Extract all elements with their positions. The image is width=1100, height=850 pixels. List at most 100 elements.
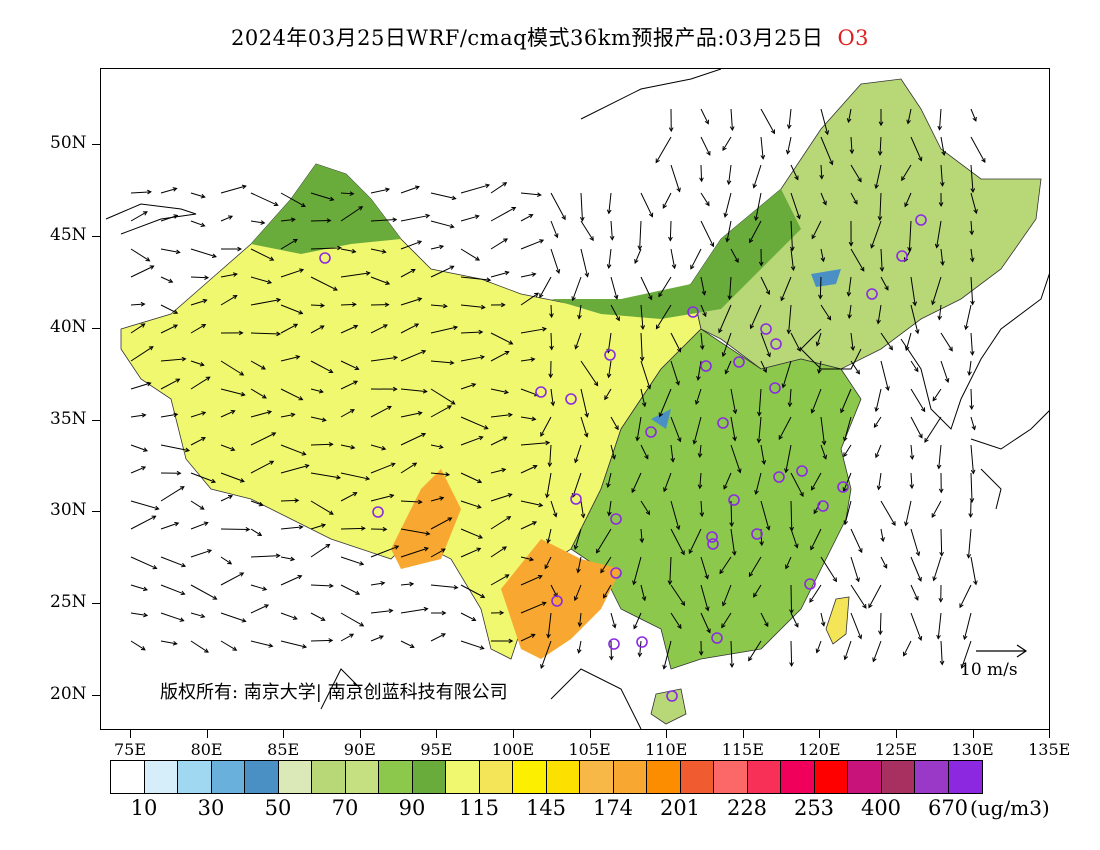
wind-arrowhead	[858, 548, 863, 554]
wind-arrowhead	[425, 531, 431, 536]
wind-arrowhead	[445, 472, 451, 477]
wind-arrow	[160, 640, 177, 645]
wind-arrowhead	[358, 206, 364, 211]
city-marker	[687, 306, 699, 318]
wind-arrow	[400, 583, 414, 586]
wind-arrowhead	[944, 377, 950, 383]
wind-arrow	[760, 500, 770, 530]
colorbar-swatch	[948, 761, 982, 793]
wind-arrowhead	[794, 543, 799, 549]
wind-arrowhead	[932, 576, 937, 582]
wind-arrowhead	[709, 242, 715, 248]
wind-arrowhead	[392, 217, 398, 223]
wind-arrow	[280, 575, 302, 586]
wind-arrowhead	[212, 595, 218, 600]
wind-arrowhead	[874, 184, 879, 190]
wind-arrow	[580, 500, 585, 518]
wind-arrow	[670, 528, 685, 555]
wind-arrow	[963, 612, 972, 640]
wind-arrow	[340, 380, 358, 390]
wind-arrowhead	[847, 314, 852, 320]
wind-arrowhead	[477, 478, 483, 484]
ozone-field-map	[105, 69, 1049, 729]
wind-arrowhead	[677, 437, 682, 443]
wind-arrowhead	[576, 568, 581, 574]
wind-arrowhead	[885, 386, 890, 392]
wind-arrowhead	[301, 451, 307, 456]
wind-arrow	[811, 472, 822, 491]
wind-arrowhead	[502, 182, 508, 187]
wind-arrowhead	[321, 417, 327, 422]
wind-arrow	[880, 528, 884, 542]
wind-arrow	[755, 472, 762, 495]
wind-arrow	[968, 360, 972, 376]
wind-arrowhead	[600, 568, 605, 574]
wind-arrowhead	[185, 447, 191, 453]
unit-label: (ug/m3)	[970, 796, 1050, 820]
latitude-label: 30N	[50, 500, 87, 520]
field-low-spot	[811, 269, 841, 287]
wind-arrow	[370, 463, 395, 474]
wind-arrow	[460, 184, 490, 194]
wind-arrowhead	[258, 501, 264, 507]
wind-arrow	[755, 192, 762, 221]
wind-arrowhead	[176, 470, 182, 476]
wind-arrowhead	[328, 442, 334, 447]
wind-arrowhead	[555, 269, 561, 275]
colorbar-swatch	[814, 761, 848, 793]
wind-arrow	[877, 304, 882, 324]
wind-arrow	[250, 640, 273, 647]
wind-arrow	[490, 493, 512, 502]
wind-arrowhead	[571, 296, 576, 302]
wind-arrowhead	[799, 492, 804, 497]
wind-arrow	[850, 192, 858, 205]
wind-arrow	[700, 332, 704, 350]
wind-arrow	[520, 465, 537, 474]
wind-arrowhead	[412, 462, 418, 467]
wind-arrow	[580, 360, 599, 386]
wind-arrowhead	[632, 580, 637, 586]
wind-arrow	[460, 215, 479, 222]
wind-arrowhead	[172, 187, 178, 192]
wind-arrowhead	[211, 478, 217, 484]
wind-arrow	[789, 388, 792, 407]
wind-arrow	[850, 332, 854, 351]
wind-arrowhead	[939, 182, 945, 187]
wind-arrowhead	[511, 206, 517, 212]
wind-arrow	[910, 444, 913, 460]
wind-arrowhead	[811, 234, 816, 240]
wind-arrowhead	[870, 243, 875, 249]
wind-arrowhead	[390, 462, 396, 467]
wind-arrow	[850, 528, 863, 553]
wind-arrowhead	[692, 439, 698, 445]
city-marker	[896, 250, 908, 262]
wind-arrow	[847, 108, 852, 123]
colorbar-label: 174	[592, 796, 634, 820]
wind-arrowhead	[295, 355, 301, 360]
wind-arrow	[310, 304, 324, 307]
wind-arrowhead	[931, 513, 936, 518]
wind-arrow	[903, 640, 912, 656]
wind-arrow	[370, 324, 388, 334]
wind-arrow	[607, 472, 612, 488]
wind-arrowhead	[796, 214, 801, 220]
wind-arrow	[490, 516, 511, 530]
wind-arrow	[340, 556, 364, 565]
wind-arrowhead	[748, 656, 753, 662]
wind-arrow	[730, 108, 733, 131]
wind-arrowhead	[275, 553, 281, 559]
wind-arrow	[490, 271, 509, 278]
wind-arrowhead	[200, 222, 206, 228]
wind-arrowhead	[449, 265, 455, 270]
wind-arrowhead	[536, 192, 542, 198]
wind-arrowhead	[294, 498, 300, 503]
wind-arrowhead	[453, 584, 459, 590]
wind-arrowhead	[554, 233, 559, 239]
wind-arrowhead	[336, 474, 342, 480]
wind-arrow	[460, 612, 476, 621]
field-tibet-high	[391, 469, 461, 569]
wind-arrowhead	[230, 410, 236, 415]
wind-arrowhead	[645, 510, 651, 516]
wind-arrowhead	[579, 216, 585, 222]
wind-arrowhead	[752, 183, 757, 189]
